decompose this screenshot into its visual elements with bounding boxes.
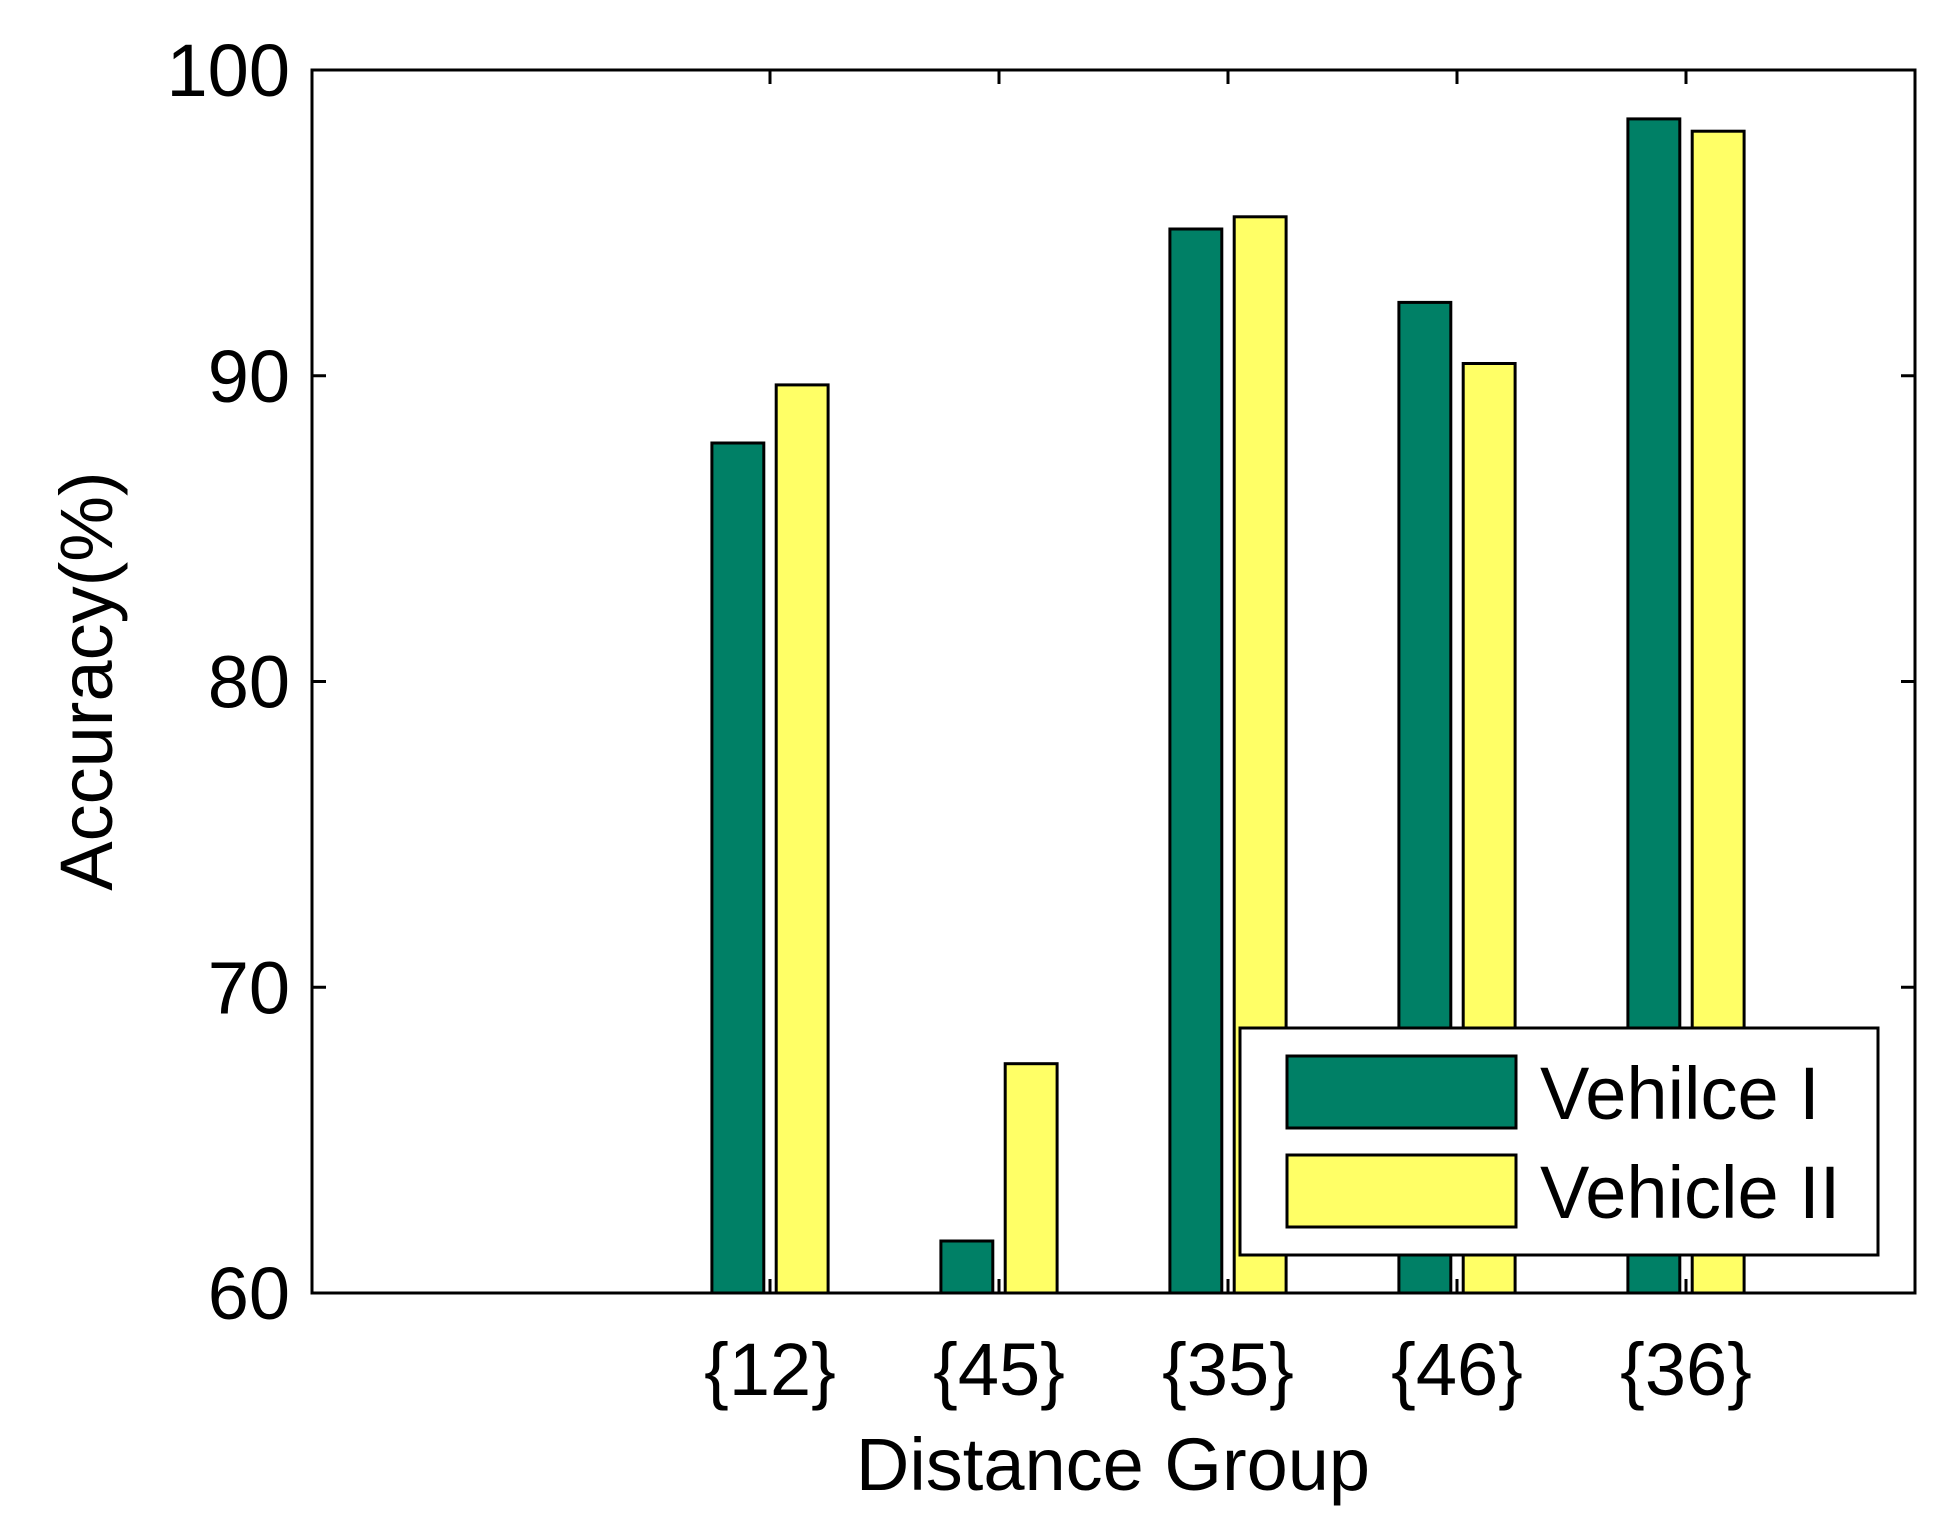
bar-series-1-2 xyxy=(939,1239,995,1295)
bar-series-1-3 xyxy=(1168,227,1224,1295)
x-tick-label-1: {12} xyxy=(704,1328,836,1411)
y-tick-label-90: 90 xyxy=(208,335,290,418)
x-tick-label-3: {35} xyxy=(1162,1328,1294,1411)
y-tick-label-60: 60 xyxy=(208,1252,290,1335)
legend-label-series-2: Vehicle II xyxy=(1540,1151,1840,1234)
legend-swatch-series-2 xyxy=(1285,1153,1518,1229)
tick-labels-group: {12} {45} {35} {46} {36} 60 70 80 90 100 xyxy=(167,29,1752,1411)
plot-frame xyxy=(310,68,1917,1295)
legend-swatch-series-1 xyxy=(1285,1054,1518,1130)
bar-series-1-1 xyxy=(710,441,766,1295)
y-axis-title: Accuracy(%) xyxy=(45,471,128,890)
y-tick-label-100: 100 xyxy=(167,29,290,112)
y-tick-label-70: 70 xyxy=(208,946,290,1029)
legend: Vehilce I Vehicle II xyxy=(1238,1026,1880,1257)
bar-series-2-1 xyxy=(774,383,830,1295)
x-axis-title: Distance Group xyxy=(856,1423,1370,1506)
legend-label-series-1: Vehilce I xyxy=(1540,1052,1820,1135)
y-tick-label-80: 80 xyxy=(208,641,290,724)
x-tick-label-5: {36} xyxy=(1620,1328,1752,1411)
bar-series-2-2 xyxy=(1003,1062,1059,1295)
x-tick-label-4: {46} xyxy=(1391,1328,1523,1411)
x-tick-label-2: {45} xyxy=(933,1328,1065,1411)
